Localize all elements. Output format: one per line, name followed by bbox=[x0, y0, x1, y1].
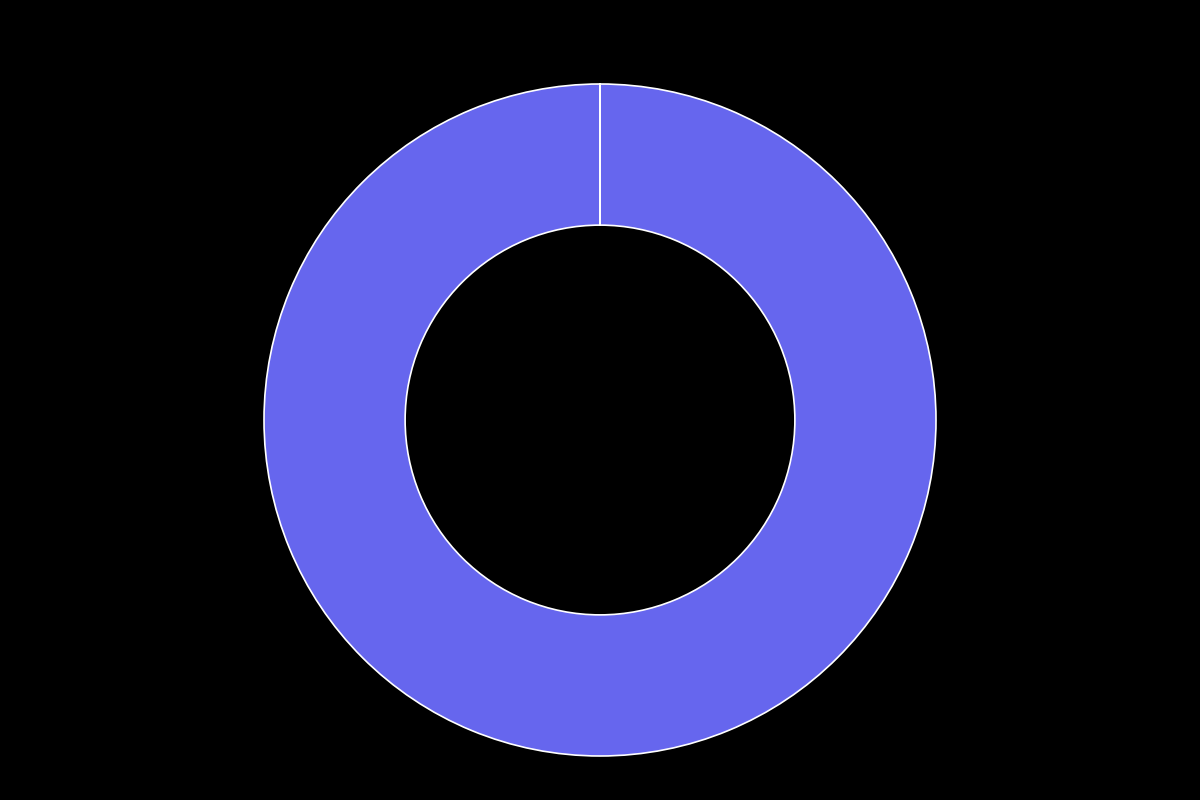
Wedge shape bbox=[264, 84, 936, 756]
